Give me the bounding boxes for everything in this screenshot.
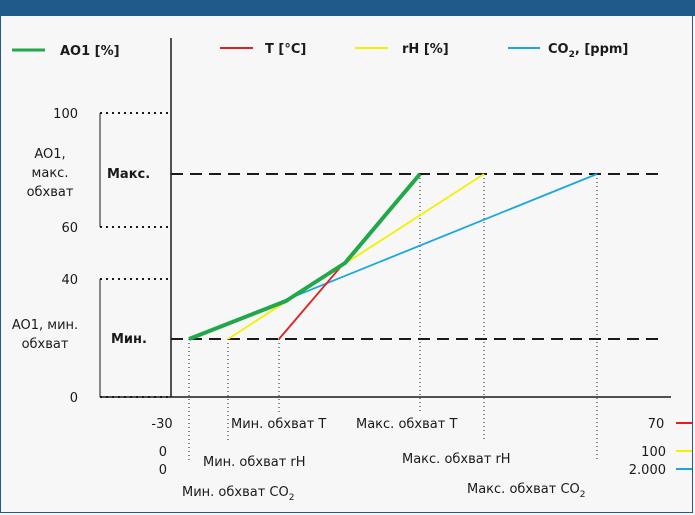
x-label-max-co2: Макс. обхват CO2 [467,482,586,500]
rh-curve [227,173,485,340]
x-co2-min-value: 0 [159,463,167,478]
ao1-range-diagram: AO1 [%] T [°C] rH [%] CO2, [ppm] 100 60 … [12,38,693,503]
x-label-min-co2: Мин. обхват CO2 [182,485,294,503]
x-rh-min-value: 0 [159,445,167,460]
min-range-label-line1: AO1, мин. [12,318,78,333]
legend-co2-label: CO2, [ppm] [548,42,628,60]
x-label-max-t: Макс. обхват T [356,417,457,432]
legend-rh-label: rH [%] [402,42,449,57]
y-label-100: 100 [53,107,78,122]
max-label: Макс. [107,167,150,182]
y-label-40: 40 [61,273,78,288]
min-label: Мин. [111,332,147,347]
max-range-label-line2: макс. [32,166,69,181]
x-label-min-t: Мин. обхват T [231,417,326,432]
min-range-label-line2: обхват [22,337,69,352]
title-bar [0,0,695,16]
legend-ao1-label: AO1 [%] [60,44,120,59]
ao1-curve [188,172,422,341]
y-label-60: 60 [61,221,78,236]
x-t-min-value: -30 [151,417,172,432]
x-rh-max-value: 100 [641,445,666,460]
max-range-label-line1: AO1, [34,147,65,162]
x-co2-max-value: 2.000 [629,463,666,478]
max-range-label-line3: обхват [27,185,74,200]
legend-t-label: T [°C] [265,42,306,57]
x-label-min-rh: Мин. обхват rH [203,455,306,470]
x-label-max-rh: Макс. обхват rH [402,452,511,467]
x-t-max-value: 70 [648,417,665,432]
y-label-0: 0 [70,391,78,406]
diagram-area: AO1 [%] T [°C] rH [%] CO2, [ppm] 100 60 … [0,16,695,515]
